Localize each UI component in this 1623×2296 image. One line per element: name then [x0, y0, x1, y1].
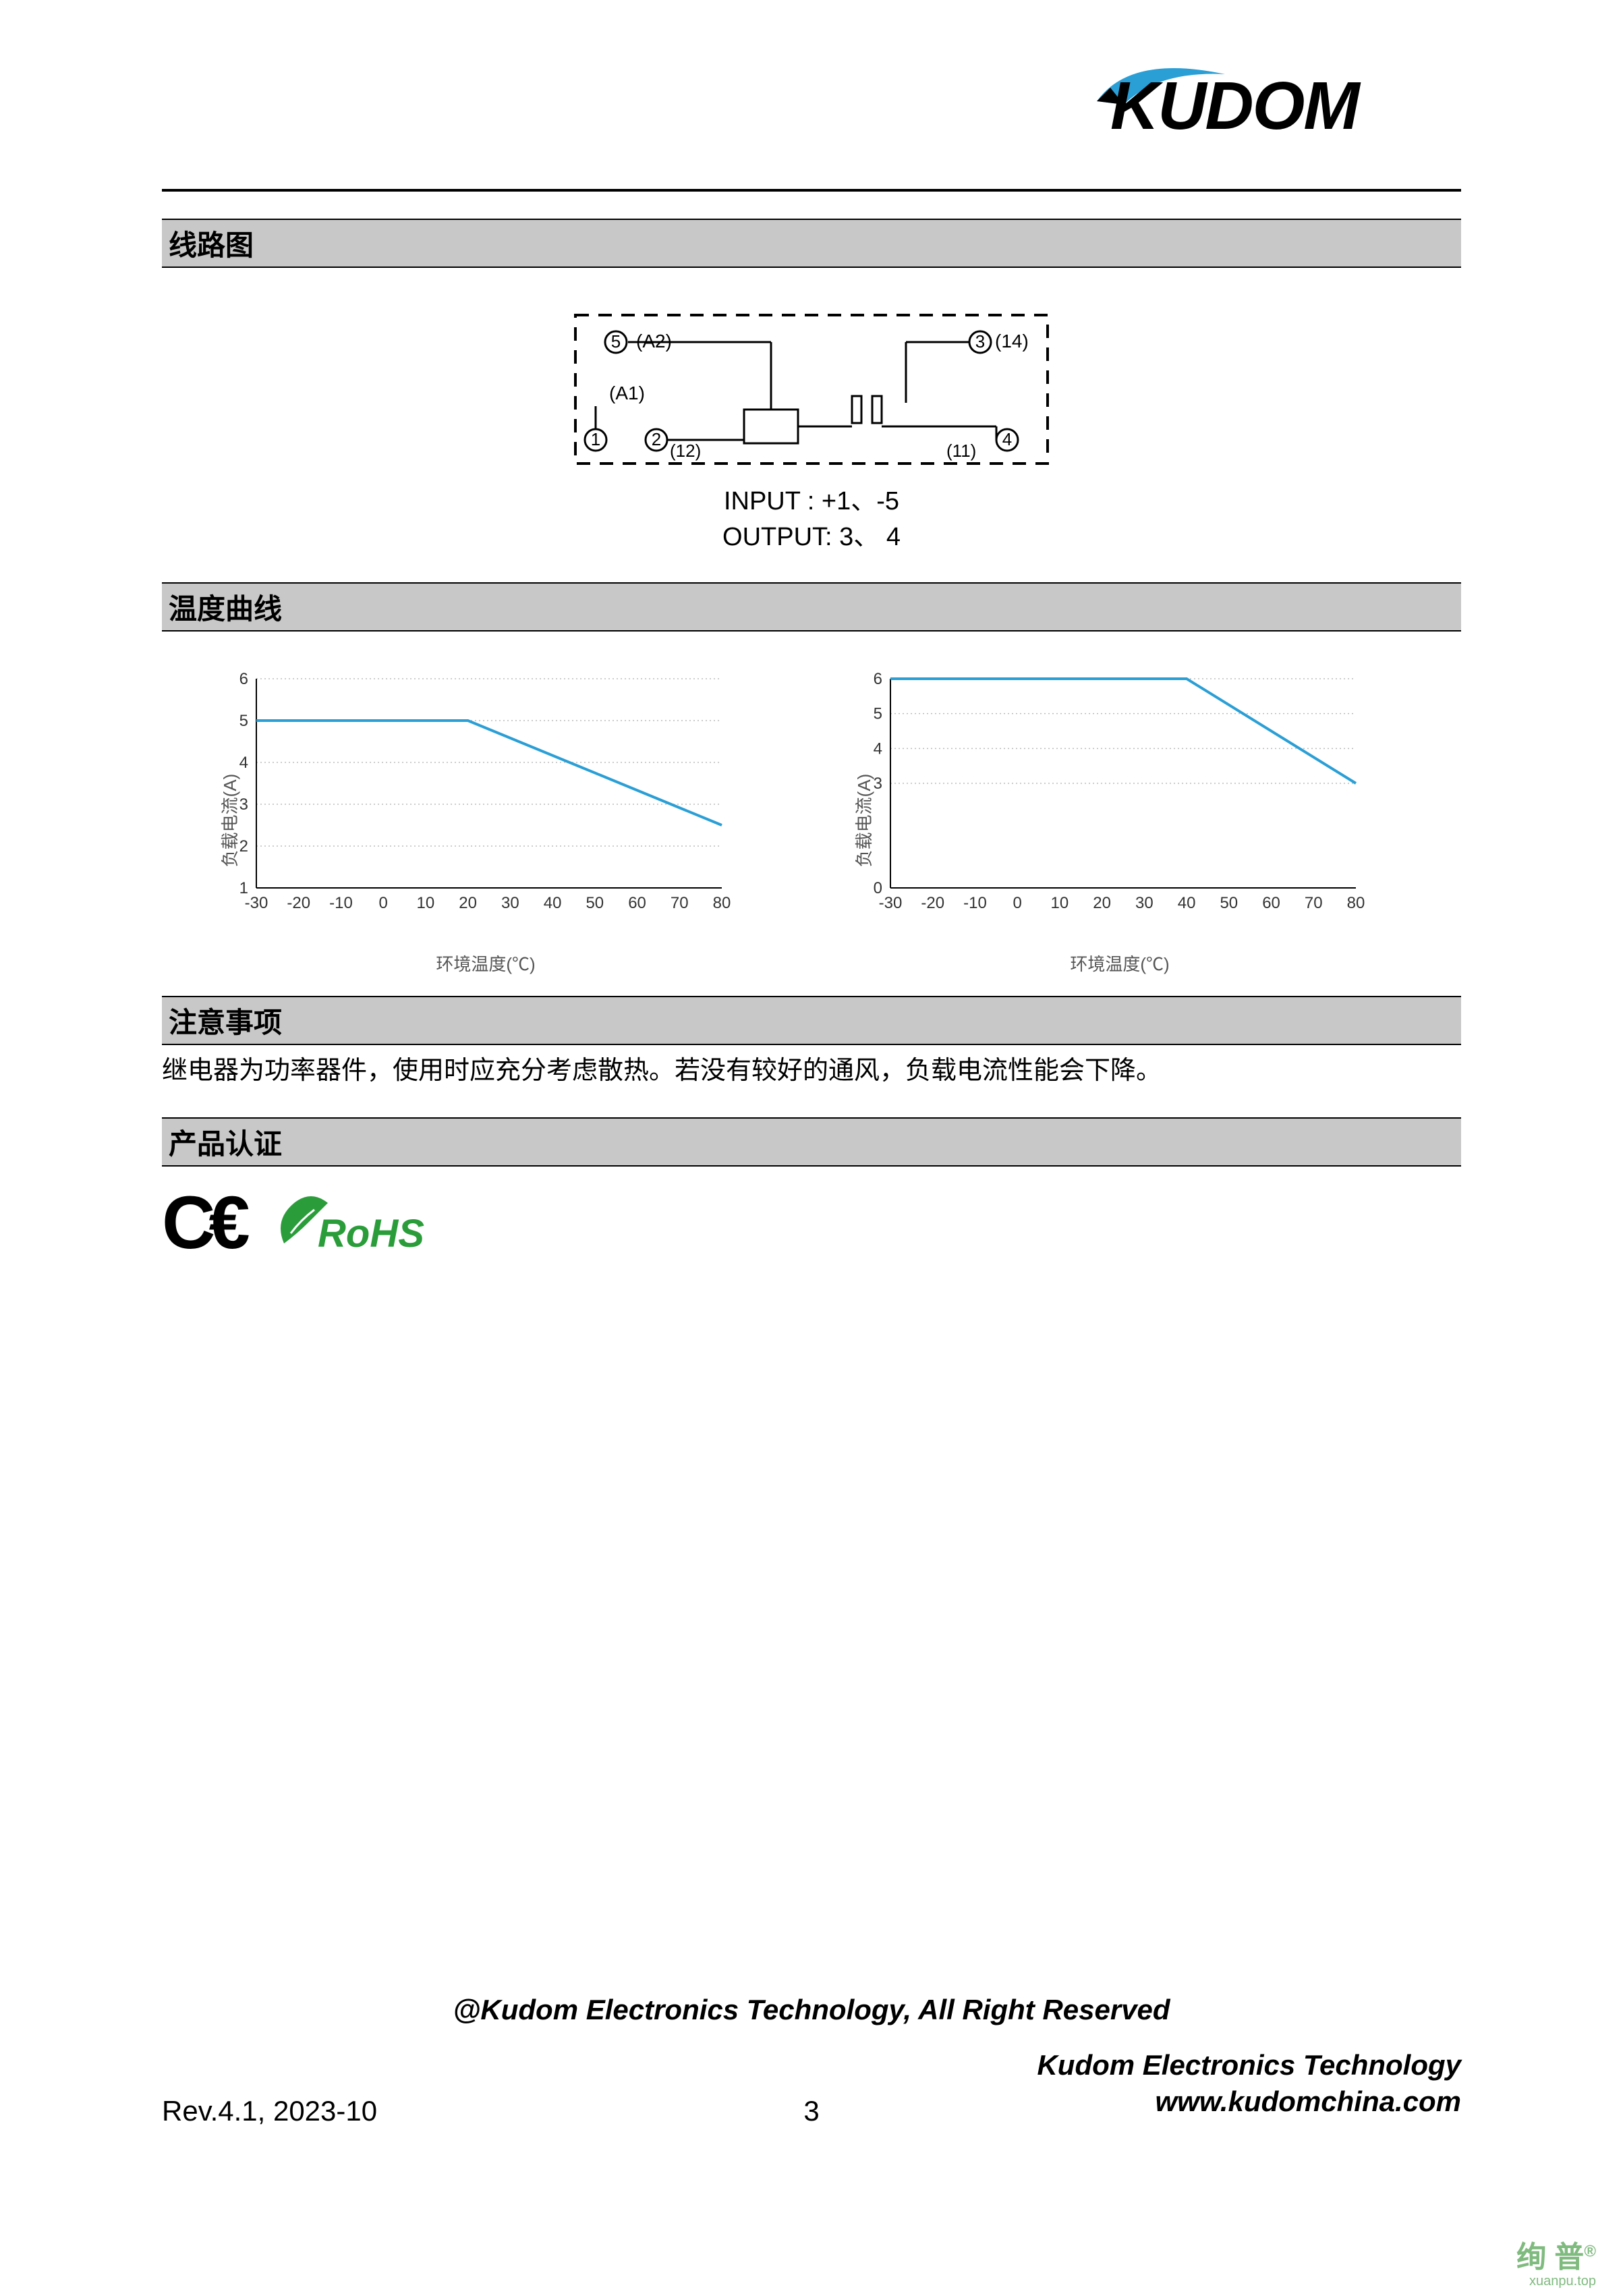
svg-text:30: 30	[501, 894, 519, 912]
footer-company: Kudom Electronics Technology www.kudomch…	[1037, 2047, 1461, 2121]
svg-text:0: 0	[1013, 894, 1022, 912]
footer-url: www.kudomchina.com	[1037, 2083, 1461, 2121]
chart-2-ylabel: 负载电流(A)	[851, 774, 876, 868]
watermark-sub: xuanpu.top	[1529, 2274, 1596, 2289]
svg-text:-30: -30	[245, 894, 268, 912]
svg-text:40: 40	[1178, 894, 1196, 912]
svg-text:4: 4	[874, 740, 882, 758]
svg-text:10: 10	[417, 894, 435, 912]
svg-text:3: 3	[975, 331, 985, 352]
svg-text:40: 40	[544, 894, 562, 912]
section-temp-header: 温度曲线	[162, 582, 1461, 632]
header-divider	[162, 189, 1461, 192]
chart-2-xlabel: 环境温度(℃)	[863, 951, 1376, 976]
svg-text:20: 20	[1093, 894, 1111, 912]
footer-page-number: 3	[803, 2095, 819, 2127]
watermark: 绚 普®	[1516, 2233, 1596, 2276]
section-notes-header: 注意事项	[162, 996, 1461, 1045]
rohs-mark-icon: RoHS	[270, 1186, 446, 1260]
svg-text:-20: -20	[921, 894, 944, 912]
svg-text:80: 80	[1347, 894, 1365, 912]
svg-text:5: 5	[239, 712, 248, 730]
svg-text:5: 5	[611, 331, 621, 352]
svg-text:50: 50	[586, 894, 604, 912]
footer-revision: Rev.4.1, 2023-10	[162, 2095, 377, 2127]
svg-text:-20: -20	[287, 894, 310, 912]
footer-company-name: Kudom Electronics Technology	[1037, 2047, 1461, 2084]
circuit-diagram: 5 (A2) (A1) 1 2 (12) 3 (14) 4 (11)	[569, 308, 1054, 470]
svg-text:(11): (11)	[946, 441, 976, 461]
svg-text:60: 60	[1262, 894, 1280, 912]
svg-text:-30: -30	[879, 894, 903, 912]
input-label: INPUT : +1、-5	[162, 484, 1461, 520]
svg-text:2: 2	[652, 429, 661, 449]
svg-text:6: 6	[874, 672, 882, 688]
svg-text:30: 30	[1135, 894, 1154, 912]
section-circuit-header: 线路图	[162, 219, 1461, 268]
svg-text:4: 4	[239, 754, 248, 772]
chart-2: 负载电流(A) 03456-30-20-1001020304050607080 …	[823, 672, 1376, 969]
svg-text:50: 50	[1220, 894, 1238, 912]
footer-copyright: @Kudom Electronics Technology, All Right…	[0, 1994, 1623, 2026]
svg-text:5: 5	[874, 705, 882, 723]
chart-1: 负载电流(A) 123456-30-20-1001020304050607080…	[189, 672, 742, 969]
circuit-io-labels: INPUT : +1、-5 OUTPUT: 3、 4	[162, 484, 1461, 555]
svg-text:70: 70	[1305, 894, 1323, 912]
svg-text:RoHS: RoHS	[318, 1212, 424, 1256]
svg-text:(A1): (A1)	[609, 383, 645, 403]
svg-text:(14): (14)	[995, 331, 1029, 352]
chart-1-xlabel: 环境温度(℃)	[229, 951, 742, 976]
svg-text:60: 60	[628, 894, 646, 912]
svg-text:0: 0	[379, 894, 388, 912]
cert-row: C€ RoHS	[162, 1180, 1461, 1266]
notes-text: 继电器为功率器件，使用时应充分考虑散热。若没有较好的通风，负载电流性能会下降。	[162, 1052, 1461, 1090]
svg-text:(12): (12)	[670, 441, 701, 461]
svg-text:80: 80	[713, 894, 731, 912]
svg-text:20: 20	[459, 894, 477, 912]
chart-1-ylabel: 负载电流(A)	[217, 774, 241, 868]
svg-text:-10: -10	[329, 894, 353, 912]
svg-text:-10: -10	[963, 894, 987, 912]
svg-text:70: 70	[671, 894, 689, 912]
svg-text:10: 10	[1051, 894, 1069, 912]
svg-text:6: 6	[239, 672, 248, 688]
svg-text:4: 4	[1002, 429, 1012, 449]
svg-text:1: 1	[591, 429, 600, 449]
output-label: OUTPUT: 3、 4	[162, 520, 1461, 555]
logo: KUDOM	[1110, 54, 1461, 148]
section-cert-header: 产品认证	[162, 1117, 1461, 1167]
ce-mark-icon: C€	[162, 1180, 244, 1266]
logo-text: KUDOM	[1110, 67, 1359, 145]
